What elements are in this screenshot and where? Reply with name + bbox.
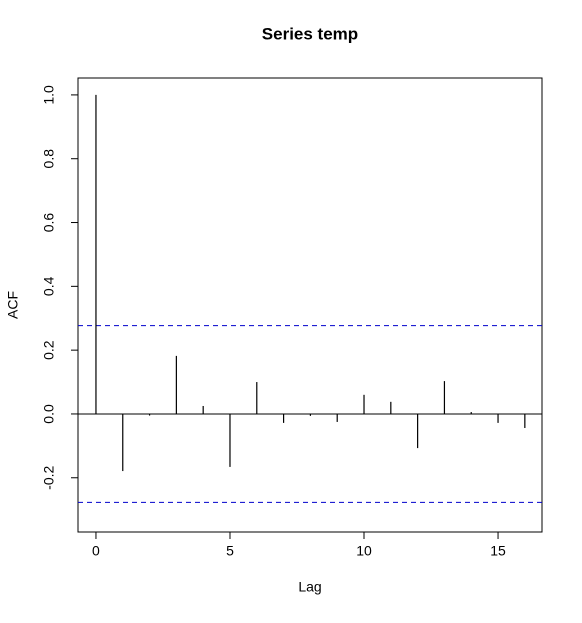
chart-title: Series temp bbox=[262, 24, 358, 43]
x-axis-label: Lag bbox=[298, 579, 321, 595]
y-tick-label: 0.6 bbox=[41, 213, 57, 233]
x-tick-label: 5 bbox=[226, 543, 234, 559]
y-tick-label: 0.0 bbox=[41, 404, 57, 424]
y-axis-label: ACF bbox=[5, 291, 21, 319]
y-tick-label: 0.8 bbox=[41, 149, 57, 169]
y-tick-label: -0.2 bbox=[41, 465, 57, 489]
x-tick-label: 0 bbox=[92, 543, 100, 559]
y-tick-label: 0.2 bbox=[41, 340, 57, 360]
y-tick-label: 0.4 bbox=[41, 276, 57, 296]
plot-frame bbox=[77, 77, 543, 533]
x-tick-label: 10 bbox=[356, 543, 372, 559]
y-tick-label: 1.0 bbox=[41, 85, 57, 105]
x-tick-label: 15 bbox=[490, 543, 506, 559]
